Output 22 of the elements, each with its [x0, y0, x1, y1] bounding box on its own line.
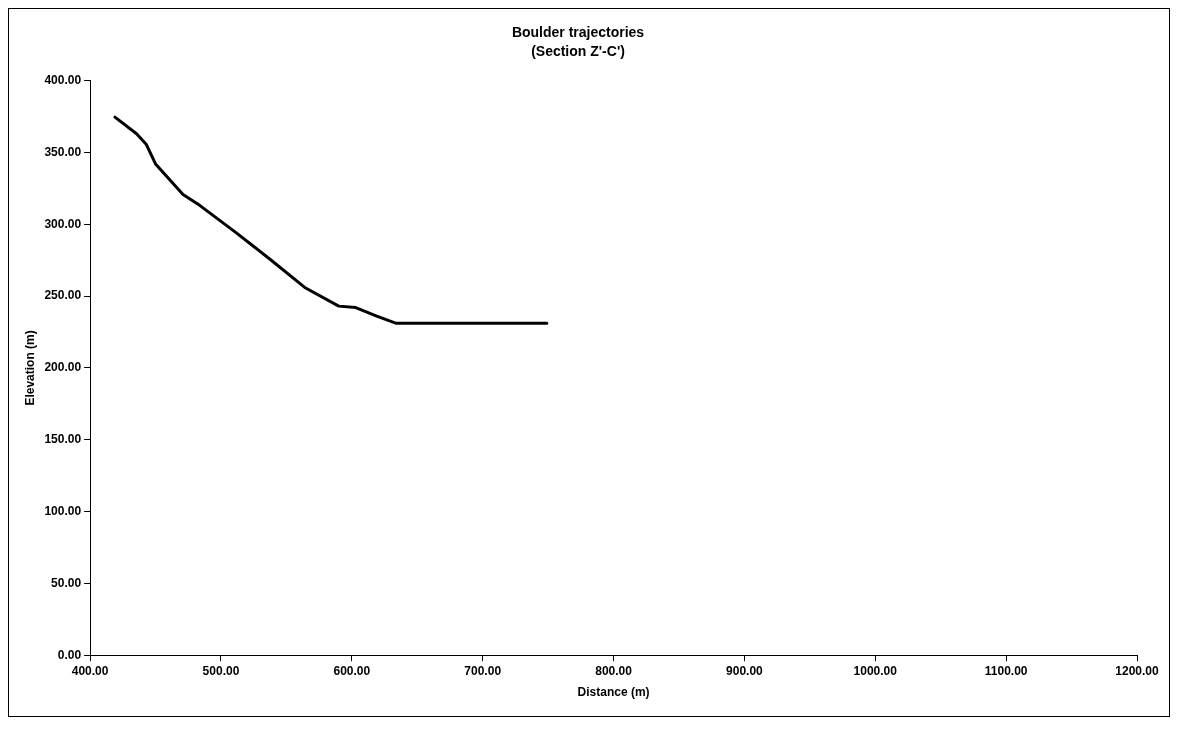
y-tick-label: 50.00 — [51, 575, 82, 590]
x-axis-title: Distance (m) — [577, 685, 650, 700]
x-tick-label: 1200.00 — [1115, 663, 1160, 678]
x-tick-label: 1000.00 — [853, 663, 898, 678]
y-tick-label: 400.00 — [44, 72, 82, 87]
x-tick-label: 400.00 — [71, 663, 109, 678]
y-tick-label: 250.00 — [44, 288, 82, 303]
x-tick-label: 1100.00 — [984, 663, 1028, 678]
chart-subtitle: (Section Z'-C') — [531, 43, 625, 60]
y-tick-label: 350.00 — [44, 144, 82, 159]
x-tick-label: 700.00 — [464, 663, 502, 678]
chart-title: Boulder trajectories — [511, 24, 645, 41]
y-tick-label: 150.00 — [44, 432, 82, 447]
x-tick-label: 600.00 — [333, 663, 371, 678]
y-tick-label: 100.00 — [44, 503, 82, 518]
x-tick-label: 800.00 — [595, 663, 633, 678]
y-tick-label: 0.00 — [57, 647, 82, 662]
x-tick-label: 500.00 — [202, 663, 240, 678]
y-tick-label: 300.00 — [44, 216, 82, 231]
x-tick-label: 900.00 — [726, 663, 764, 678]
y-axis-title: Elevation (m) — [22, 330, 37, 406]
y-tick-label: 200.00 — [44, 360, 82, 375]
